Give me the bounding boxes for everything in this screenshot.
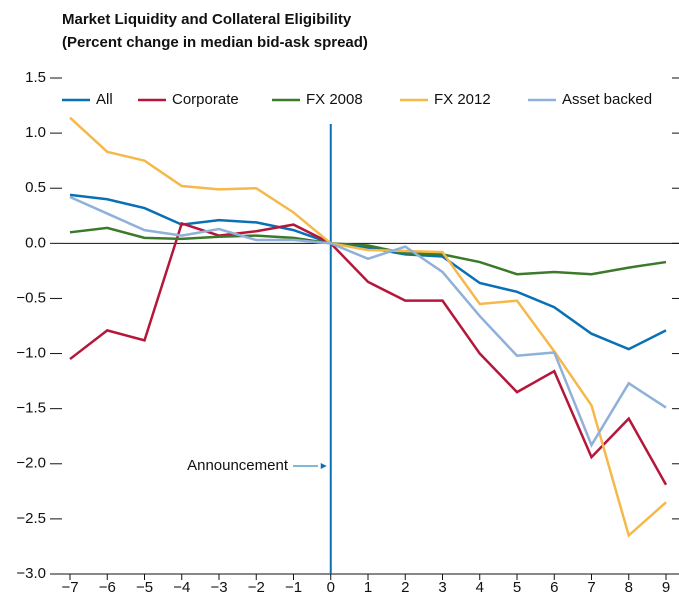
x-tick-label: 6	[550, 579, 558, 595]
legend-label: FX 2008	[306, 91, 363, 108]
x-tick-label: −5	[136, 579, 153, 595]
legend-label: Corporate	[172, 91, 239, 108]
y-tick-label: −2.0	[16, 455, 46, 472]
series-line	[69, 193, 667, 351]
annotation-arrowhead	[320, 463, 327, 469]
x-tick-label: 4	[476, 579, 484, 595]
y-tick-label: 1.0	[25, 124, 46, 141]
x-tick-label: 7	[587, 579, 595, 595]
y-tick-label: −1.0	[16, 345, 46, 362]
annotation: Announcement	[187, 457, 289, 474]
x-tick-label: 2	[401, 579, 409, 595]
y-tick-label: 0.5	[25, 179, 46, 196]
legend-label: Asset backed	[562, 91, 652, 108]
x-tick-label: −3	[210, 579, 227, 595]
series-line	[69, 116, 667, 538]
y-tick-label: −3.0	[16, 565, 46, 582]
x-tick-label: 0	[327, 579, 335, 595]
chart-subtitle: (Percent change in median bid-ask spread…	[62, 34, 368, 51]
x-tick-label: 3	[438, 579, 446, 595]
x-tick-label: 8	[625, 579, 633, 595]
series-line	[69, 226, 667, 276]
chart-title: Market Liquidity and Collateral Eligibil…	[62, 11, 352, 28]
x-tick-label: −2	[248, 579, 265, 595]
x-tick-label: −4	[173, 579, 190, 595]
x-tick-label: −1	[285, 579, 302, 595]
x-tick-label: 1	[364, 579, 372, 595]
y-tick-label: 1.5	[25, 69, 46, 86]
legend-label: All	[96, 91, 113, 108]
y-tick-label: −1.5	[16, 400, 46, 417]
x-tick-label: −6	[99, 579, 116, 595]
series-line	[69, 195, 667, 448]
legend-label: FX 2012	[434, 91, 491, 108]
y-tick-label: 0.0	[25, 234, 46, 251]
x-tick-label: 5	[513, 579, 521, 595]
y-tick-label: −0.5	[16, 289, 46, 306]
y-tick-label: −2.5	[16, 510, 46, 527]
x-tick-label: 9	[662, 579, 670, 595]
x-tick-label: −7	[61, 579, 78, 595]
series-line	[69, 221, 668, 486]
